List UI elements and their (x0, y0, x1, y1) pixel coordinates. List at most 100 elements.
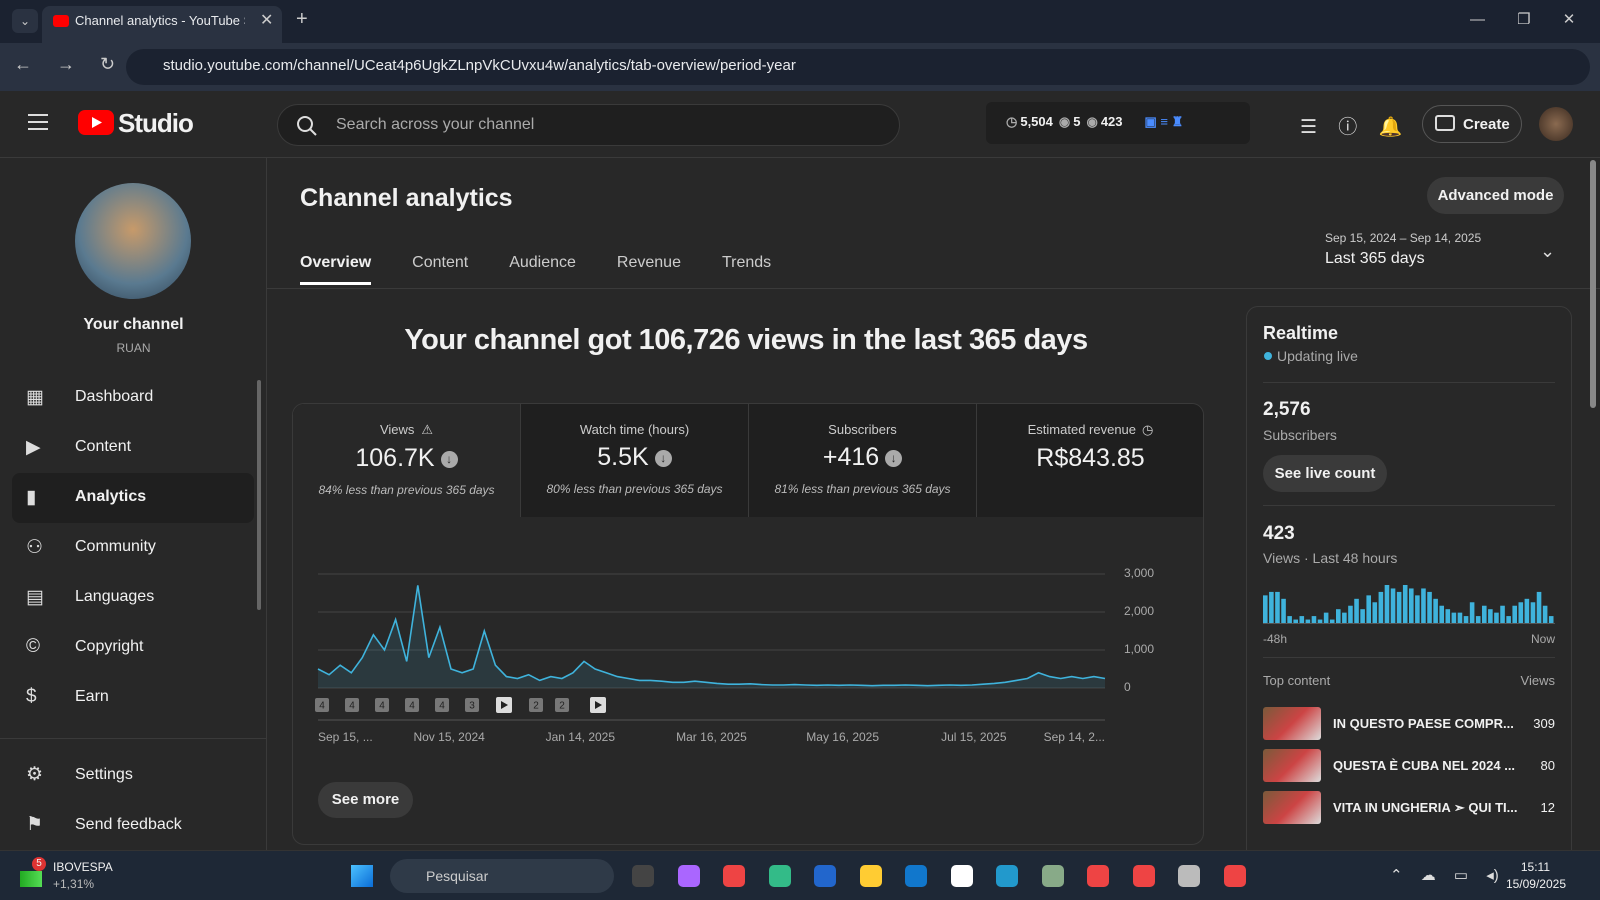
app-icon[interactable] (723, 865, 745, 887)
page-title: Channel analytics (300, 184, 513, 212)
live-button[interactable]: See live count (1263, 455, 1387, 492)
omnibox[interactable] (126, 49, 1590, 85)
tab-search[interactable]: ⌄ (12, 9, 38, 33)
headline: Your channel got 106,726 views in the la… (404, 324, 1088, 356)
app-icon[interactable] (859, 865, 882, 887)
taskbar-search[interactable] (390, 859, 614, 893)
channel-label: Your channel (83, 316, 184, 333)
tab[interactable]: Revenue (616, 254, 681, 271)
window-controls[interactable]: — ❐ ✕ (1470, 11, 1576, 28)
app-icon[interactable] (1041, 865, 1064, 887)
nav-item[interactable]: Content (75, 438, 132, 455)
bar (1287, 616, 1292, 623)
area (318, 585, 1105, 688)
bar (1439, 605, 1444, 623)
taskbar: 5 IBOVESPA +1,31% Pesquisar ⌃ ☁ ▭ ◂) 15:11 15/… (0, 850, 1600, 900)
bar (1378, 591, 1384, 623)
app-icon[interactable] (632, 865, 654, 887)
bar (1396, 591, 1402, 623)
thumbnail[interactable] (1263, 791, 1321, 824)
bar (1475, 616, 1481, 623)
app-icon[interactable] (814, 865, 836, 887)
rt-text: Now (1530, 632, 1555, 646)
scrollbar[interactable] (1590, 160, 1596, 408)
metric[interactable]: Subscribers +416 ↓ 81% less than previous 3… (749, 404, 977, 517)
thumbnail[interactable] (1263, 707, 1321, 740)
metric[interactable]: Views ⚠ 106.7K ↓ 84% less than previous 365 … (293, 404, 521, 517)
url: studio.youtube.com/channel/UCeat4p6UgkZL… (163, 57, 796, 74)
app-icon[interactable] (1223, 865, 1246, 887)
app-icon[interactable] (1178, 865, 1200, 887)
metric[interactable]: Watch time (hours) 5.5K ↓ 80% less than pre… (521, 404, 749, 517)
bar (1384, 585, 1390, 623)
ext-icons[interactable]: ▣ ≡ ♜ (1144, 114, 1184, 129)
tab[interactable]: Audience (509, 254, 576, 271)
bar (1317, 619, 1323, 623)
x-tick-label: May 16, 2025 (806, 730, 879, 744)
nav-item[interactable]: Send feedback (75, 816, 182, 833)
tab[interactable]: Overview (300, 254, 372, 285)
clock-time: 15:11 (1520, 860, 1550, 874)
metric-value: R$843.85 (977, 444, 1203, 473)
avatar[interactable] (1539, 107, 1573, 141)
nav-icon: $ (26, 686, 37, 707)
app-icon[interactable] (1132, 865, 1155, 887)
nav-item[interactable]: Languages (75, 588, 155, 605)
bar (1512, 605, 1517, 623)
nav-scroll (257, 380, 261, 610)
app-icon[interactable] (950, 865, 973, 887)
create-button[interactable]: Create (1422, 105, 1522, 143)
app-icon[interactable] (1087, 865, 1109, 887)
menu-button[interactable] (28, 114, 48, 130)
nav-item[interactable]: Copyright (75, 638, 144, 655)
new-tab[interactable]: + (296, 8, 308, 30)
down-icon: ↓ (885, 449, 903, 467)
header-icons[interactable]: ☰ ⓘ 🔔 (1300, 117, 1403, 138)
nav-item[interactable]: Settings (75, 766, 133, 783)
nav-divider (0, 738, 267, 739)
top-title[interactable]: IN QUESTO PAESE COMPR... (1333, 716, 1514, 731)
app-icon[interactable] (768, 865, 791, 887)
nav-buttons[interactable]: ← → ↻ (14, 54, 116, 74)
channel-avatar[interactable] (75, 183, 191, 299)
metric-label-text: Views (379, 422, 415, 437)
metric-note: 80% less than previous 365 days (546, 482, 723, 496)
app-icon[interactable] (905, 865, 927, 887)
marker-box (465, 698, 479, 712)
metric-value-text: +416 (822, 443, 880, 471)
bar (1409, 588, 1414, 623)
search-box[interactable] (277, 104, 900, 146)
top-title[interactable]: VITA IN UNGHERIA ➣ QUI TI... (1333, 800, 1518, 815)
see-more[interactable]: See more (318, 782, 413, 818)
metric[interactable]: Estimated revenue ◷ R$843.85 (977, 404, 1203, 517)
marker-label: 4 (379, 701, 385, 712)
nav-item[interactable]: Community (75, 538, 156, 555)
nav-item[interactable]: Earn (75, 688, 109, 705)
top-views: 80 (1540, 758, 1555, 773)
advanced-mode[interactable]: Advanced mode (1427, 177, 1564, 214)
nav-item[interactable]: Dashboard (75, 388, 154, 405)
thumbnail[interactable] (1263, 749, 1321, 782)
period[interactable]: Last 365 days (1325, 250, 1425, 267)
app-icon[interactable] (677, 865, 700, 887)
period-dropdown[interactable]: ⌄ (1540, 241, 1556, 261)
tab[interactable]: Trends (721, 254, 772, 271)
metric-value-text: R$843.85 (1036, 444, 1145, 472)
metric-value-text: 5.5K (597, 443, 649, 471)
app-icon[interactable] (996, 865, 1018, 887)
nav-item[interactable]: Analytics (75, 488, 147, 505)
start-button[interactable] (351, 865, 373, 887)
bar (1305, 619, 1311, 623)
bar (1488, 609, 1493, 623)
tab[interactable] (42, 6, 282, 43)
tab-close[interactable]: ✕ (260, 12, 274, 29)
live-dot (1264, 352, 1272, 360)
tab[interactable]: Content (412, 254, 469, 271)
rt-text: Views (1520, 673, 1555, 688)
rt-text: 2,576 (1263, 399, 1311, 420)
top-title[interactable]: QUESTA È CUBA NEL 2024 ... (1333, 758, 1516, 773)
stat-value: 5 (1073, 114, 1081, 129)
x-tick-label: Mar 16, 2025 (676, 730, 747, 744)
create-icon (1435, 115, 1455, 131)
nav-active-bg (12, 473, 254, 523)
